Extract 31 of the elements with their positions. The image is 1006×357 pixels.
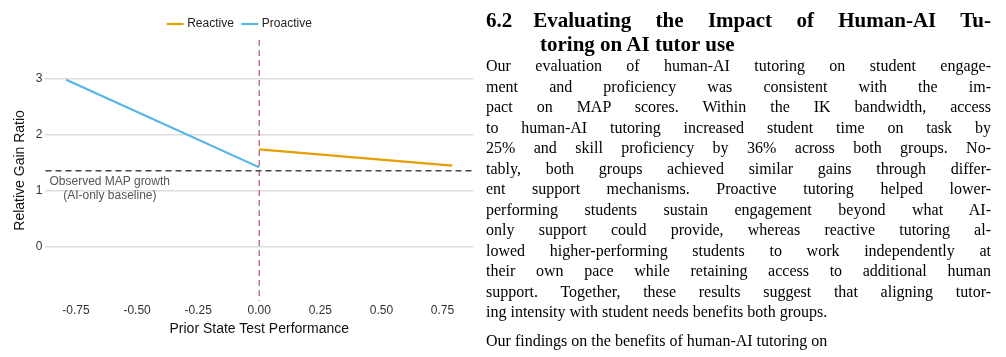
x-tick-label: 0.00 — [247, 303, 272, 318]
text: 6.2 Evaluating the Impact of Human-AI Tu- toring on AI tutor use — [486, 8, 991, 56]
text: Our findings on the benefits of human-AI tutoring on — [486, 330, 829, 351]
x-tick-label: -0.50 — [123, 303, 152, 318]
text: lowed higher-performing students to work independently at — [486, 240, 991, 261]
x-tick-label: -0.25 — [184, 303, 213, 318]
ref-line-label: Observed MAP growth (AI-only baseline) — [49, 173, 170, 202]
text: only support could provide, whereas reactive tutoring al- — [486, 220, 991, 241]
y-axis-title: Relative Gain Ratio — [11, 109, 28, 231]
x-tick-label: 0.25 — [308, 303, 333, 318]
text: support. Together, these results suggest that aligning tutor- — [486, 281, 991, 302]
text: their own pace while retaining access to additional human — [486, 261, 991, 282]
y-tick-label: 1 — [35, 183, 43, 198]
text: Our evaluation of human-AI tutoring on student engage- — [486, 56, 991, 77]
y-tick-label: 0 — [35, 238, 43, 253]
legend-label: Proactive — [261, 16, 313, 31]
x-tick-label: -0.75 — [62, 303, 91, 318]
y-tick-label: 3 — [35, 71, 43, 86]
text: ent support mechanisms. Proactive tutoring helped lower- — [486, 179, 991, 200]
y-tick-label: 2 — [35, 127, 43, 142]
x-axis-title: Prior State Test Performance — [169, 320, 350, 337]
x-tick-label: 0.50 — [369, 303, 394, 318]
text: pact on MAP scores. Within the IK bandwidth, access — [486, 97, 991, 118]
text: to human-AI tutoring increased student time on task by — [486, 117, 991, 138]
text: ing intensity with student needs benefits both groups. — [486, 302, 829, 323]
x-tick-label: 0.75 — [430, 303, 455, 318]
text: tably, both groups achieved similar gains through differ- — [486, 158, 991, 179]
text: ment and proficiency was consistent with the im- — [486, 76, 991, 97]
legend-label: Reactive — [187, 16, 235, 31]
text: performing students sustain engagement beyond what AI- — [486, 199, 991, 220]
text: 25% and skill proficiency by 36% across both groups. No- — [486, 138, 991, 159]
